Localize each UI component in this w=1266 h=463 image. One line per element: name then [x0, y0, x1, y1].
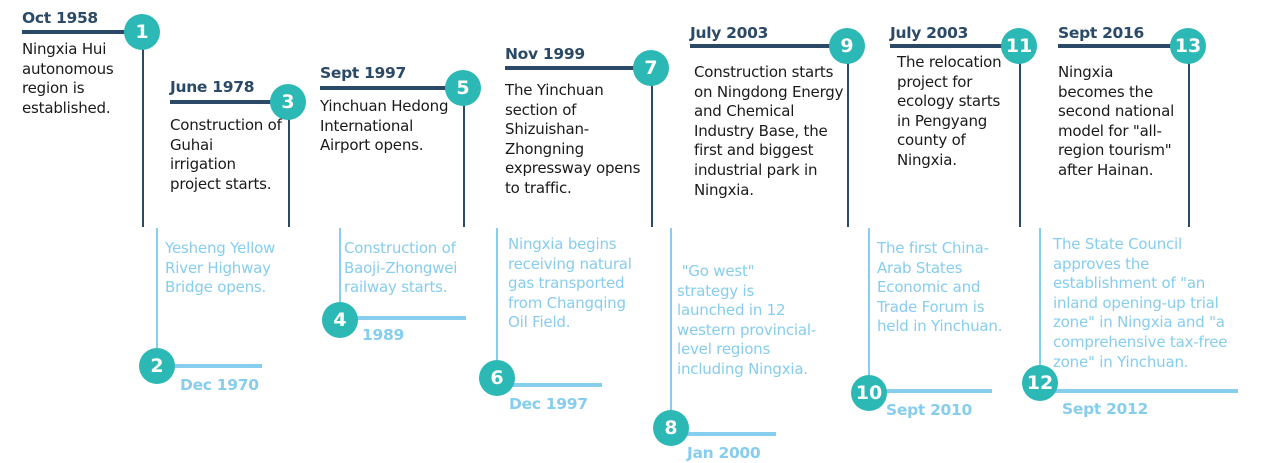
connector-line [463, 88, 465, 227]
date-underline [340, 316, 466, 320]
connector-line [868, 228, 870, 393]
event-date: Sept 2012 [1062, 400, 1149, 418]
event-number-badge: 5 [445, 70, 481, 106]
date-underline [320, 86, 463, 90]
connector-line [670, 228, 672, 428]
date-underline [157, 364, 262, 368]
event-number-badge: 7 [633, 50, 669, 86]
connector-line [156, 228, 158, 366]
date-underline [22, 30, 142, 34]
event-date: July 2003 [690, 24, 769, 42]
event-description: Yinchuan Hedong International Airport op… [320, 97, 449, 155]
event-description: The Yinchuan section of Shizuishan-Zhong… [505, 81, 641, 197]
date-underline [890, 44, 1019, 48]
event-description: Ningxia becomes the second national mode… [1058, 63, 1175, 179]
connector-line [1188, 46, 1190, 227]
event-number-badge: 10 [851, 375, 887, 411]
event-description: Ningxia begins receiving natural gas tra… [508, 235, 637, 332]
event-number-badge: 3 [270, 84, 306, 120]
event-number-badge: 12 [1022, 365, 1058, 401]
event-date: Nov 1999 [505, 45, 585, 63]
event-date: Sept 1997 [320, 64, 407, 82]
connector-line [1019, 46, 1021, 227]
event-description: "Go west" strategy is launched in 12 wes… [677, 262, 817, 378]
date-underline [170, 100, 288, 104]
event-number-badge: 1 [124, 14, 160, 50]
date-underline [671, 432, 776, 436]
connector-line [651, 68, 653, 227]
event-description: Construction of Guhai irrigation project… [170, 116, 282, 193]
connector-line [847, 46, 849, 227]
date-underline [497, 383, 602, 387]
connector-line [288, 102, 290, 227]
event-date: Dec 1997 [509, 395, 588, 413]
event-date: Oct 1958 [22, 9, 98, 27]
event-date: Sept 2010 [886, 401, 973, 419]
event-number-badge: 4 [322, 302, 358, 338]
connector-line [1039, 228, 1041, 383]
event-date: Jan 2000 [687, 444, 761, 462]
connector-line [339, 228, 341, 320]
event-date: June 1978 [170, 78, 255, 96]
event-number-badge: 13 [1170, 28, 1206, 64]
date-underline [1058, 44, 1188, 48]
event-description: Construction starts on Ningdong Energy a… [694, 63, 844, 199]
event-description: The first China-Arab States Economic and… [877, 239, 1003, 336]
event-number-badge: 11 [1001, 28, 1037, 64]
event-description: The State Council approves the establish… [1053, 235, 1232, 371]
connector-line [142, 32, 144, 227]
date-underline [1040, 389, 1238, 393]
date-underline [505, 66, 651, 70]
event-number-badge: 2 [139, 348, 175, 384]
date-underline [869, 389, 992, 393]
event-date: Sept 2016 [1058, 24, 1145, 42]
event-number-badge: 9 [829, 28, 865, 64]
event-date: 1989 [362, 326, 404, 344]
date-underline [690, 44, 847, 48]
event-date: Dec 1970 [180, 376, 259, 394]
event-description: Ningxia Hui autonomous region is establi… [22, 40, 114, 117]
event-description: Construction of Baoji-Zhongwei railway s… [344, 239, 462, 297]
event-date: July 2003 [890, 24, 969, 42]
event-number-badge: 6 [479, 360, 515, 396]
event-description: Yesheng Yellow River Highway Bridge open… [165, 239, 280, 297]
event-description: The relocation project for ecology start… [897, 53, 1002, 169]
connector-line [496, 228, 498, 378]
event-number-badge: 8 [653, 410, 689, 446]
